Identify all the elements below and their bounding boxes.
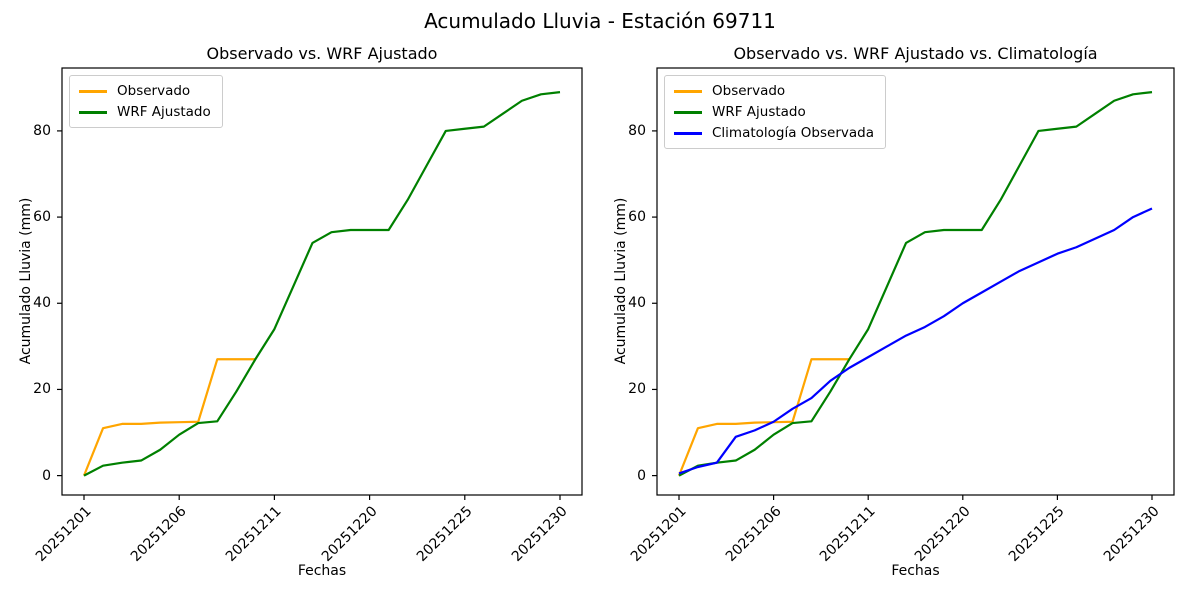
legend-item: Observado [79,83,211,99]
legend-label: Observado [117,83,191,99]
subplot-title-left: Observado vs. WRF Ajustado [206,44,438,63]
series-line-observado [677,358,850,477]
legend-item: Climatología Observada [674,125,874,141]
legend-label: Climatología Observada [712,125,874,141]
legend-label: WRF Ajustado [117,104,211,120]
plot-frame [61,67,583,496]
legend-line-swatch [79,89,107,93]
subplot-title-right: Observado vs. WRF Ajustado vs. Climatolo… [733,44,1098,63]
legend: Observado WRF Ajustado Climatología Observ… [664,75,886,149]
y-tick-label: 40 [33,295,51,312]
x-axis-label-right: Fechas [891,563,940,579]
series-line-wrf-ajustado [678,91,1153,477]
y-tick-label: 80 [33,122,51,139]
series-line-climatolog-a-observada [678,207,1153,475]
y-tick-label: 80 [628,122,646,139]
figure-title: Acumulado Lluvia - Estación 69711 [424,9,776,33]
legend-item: WRF Ajustado [79,104,211,120]
y-tick-label: 0 [42,467,51,484]
plot-frame [656,67,1175,496]
series-line-wrf-ajustado [83,91,561,477]
y-tick-label: 40 [628,295,646,312]
y-tick-label: 60 [628,209,646,226]
y-tick-label: 20 [628,381,646,398]
legend-line-swatch [79,110,107,114]
y-tick-label: 0 [637,467,646,484]
legend-label: Observado [712,83,786,99]
series-line-observado [82,358,256,477]
legend-line-swatch [674,110,702,114]
legend: Observado WRF Ajustado [69,75,223,128]
y-tick-label: 60 [33,209,51,226]
legend-line-swatch [674,131,702,135]
x-axis-label-left: Fechas [297,563,347,579]
legend-item: Observado [674,83,874,99]
legend-line-swatch [674,89,702,93]
legend-item: WRF Ajustado [674,104,874,120]
y-tick-label: 20 [33,381,51,398]
legend-label: WRF Ajustado [712,104,806,120]
